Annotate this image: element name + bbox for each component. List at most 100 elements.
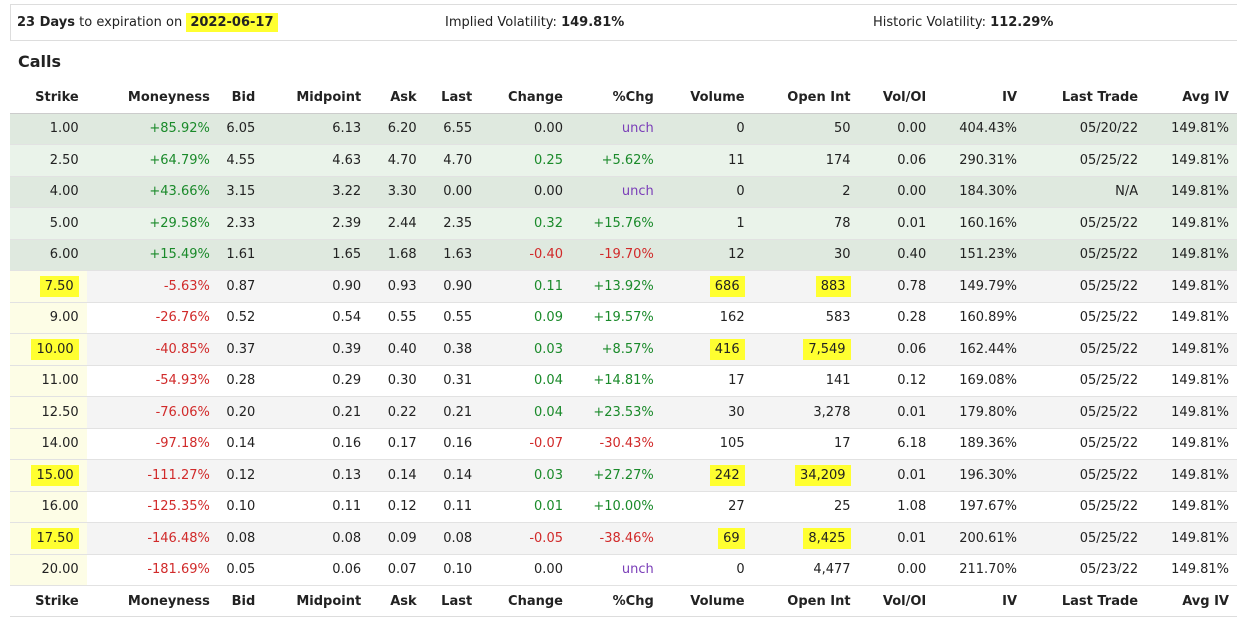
midpoint-cell: 0.08	[263, 522, 370, 554]
change-cell: 0.04	[480, 396, 571, 428]
midpoint-cell: 0.39	[263, 333, 370, 365]
change-cell: -0.40	[480, 239, 571, 271]
volume-cell: 162	[661, 302, 753, 334]
column-header[interactable]: Vol/OI	[882, 593, 927, 609]
last-trade-cell: 05/20/22	[1025, 113, 1147, 145]
change-cell: 0.01	[480, 491, 571, 523]
option-row: 20.00 -181.69% 0.05 0.06 0.07 0.10 0.00 unch 0 4,…	[10, 554, 1237, 586]
highlight: 7,549	[803, 338, 851, 360]
column-header[interactable]: Vol/OI	[882, 89, 927, 105]
highlight: 686	[709, 275, 745, 297]
last-trade-cell: 05/25/22	[1025, 207, 1147, 239]
strike-cell: 20.00	[10, 554, 87, 586]
column-header[interactable]: Change	[508, 89, 563, 105]
midpoint-cell: 0.54	[263, 302, 370, 334]
iv-cell: 189.36%	[934, 428, 1026, 460]
expiration-text: to expiration on	[79, 15, 183, 30]
ask-cell: 0.14	[369, 459, 425, 491]
change-cell: 0.25	[480, 144, 571, 176]
bid-cell: 0.10	[217, 491, 264, 523]
moneyness-cell: +64.79%	[86, 144, 218, 176]
column-header[interactable]: Strike	[35, 593, 79, 609]
bid-cell: 4.55	[217, 144, 264, 176]
column-header[interactable]: %Chg	[612, 593, 654, 609]
midpoint-cell: 0.21	[263, 396, 370, 428]
change-cell: 0.11	[480, 270, 571, 302]
avg-iv-cell: 149.81%	[1146, 207, 1237, 239]
historic-volatility: Historic Volatility: 112.29%	[873, 15, 1053, 30]
column-header[interactable]: Last	[441, 593, 473, 609]
iv-cell: 290.31%	[934, 144, 1026, 176]
column-header[interactable]: Open Int	[787, 593, 851, 609]
option-row: 17.50 -146.48% 0.08 0.08 0.09 0.08 -0.05 -38.46…	[10, 522, 1237, 554]
option-row: 4.00 +43.66% 3.15 3.22 3.30 0.00 0.00 unch 0 2 0.0…	[10, 176, 1237, 208]
column-header[interactable]: Volume	[690, 89, 745, 105]
change-cell: 0.00	[480, 176, 571, 208]
iv-cell: 160.16%	[934, 207, 1026, 239]
iv-cell: 196.30%	[934, 459, 1026, 491]
column-header[interactable]: Ask	[390, 89, 417, 105]
column-header[interactable]: Midpoint	[296, 89, 362, 105]
column-header[interactable]: Change	[508, 593, 563, 609]
column-header[interactable]: Bid	[231, 593, 256, 609]
last-cell: 0.16	[424, 428, 481, 460]
option-row: 6.00 +15.49% 1.61 1.65 1.68 1.63 -0.40 -19.70% 1…	[10, 239, 1237, 271]
strike-cell: 11.00	[10, 365, 87, 397]
column-header[interactable]: Last Trade	[1061, 593, 1139, 609]
column-header[interactable]: Bid	[231, 89, 256, 105]
column-header[interactable]: Moneyness	[127, 89, 210, 105]
vol-oi-cell: 0.06	[858, 144, 935, 176]
avg-iv-cell: 149.81%	[1146, 522, 1237, 554]
iv-value: 149.81%	[561, 15, 625, 30]
open-interest-cell: 34,209	[752, 459, 859, 491]
last-trade-cell: 05/25/22	[1025, 428, 1147, 460]
last-trade-cell: 05/25/22	[1025, 302, 1147, 334]
midpoint-cell: 3.22	[263, 176, 370, 208]
column-header[interactable]: Volume	[690, 593, 745, 609]
column-header[interactable]: Midpoint	[296, 593, 362, 609]
column-header[interactable]: IV	[1002, 593, 1018, 609]
column-header[interactable]: Strike	[35, 89, 79, 105]
open-interest-cell: 4,477	[752, 554, 859, 586]
pct-change-cell: +19.57%	[570, 302, 662, 334]
iv-cell: 160.89%	[934, 302, 1026, 334]
option-row: 14.00 -97.18% 0.14 0.16 0.17 0.16 -0.07 -30.43%…	[10, 428, 1237, 460]
implied-volatility: Implied Volatility: 149.81%	[445, 15, 624, 30]
pct-change-cell: -19.70%	[570, 239, 662, 271]
ask-cell: 0.07	[369, 554, 425, 586]
column-header[interactable]: Open Int	[787, 89, 851, 105]
midpoint-cell: 0.16	[263, 428, 370, 460]
highlight: 416	[709, 338, 745, 360]
moneyness-cell: +29.58%	[86, 207, 218, 239]
header-row: Strike Moneyness Bid Midpoint Ask Last Change%…	[10, 82, 1237, 113]
hv-label: Historic Volatility:	[873, 15, 987, 30]
column-header[interactable]: Moneyness	[127, 593, 210, 609]
column-header[interactable]: Last Trade	[1061, 89, 1139, 105]
column-header[interactable]: Avg IV	[1182, 593, 1229, 609]
moneyness-cell: +15.49%	[86, 239, 218, 271]
days-to-expiration: 23 Days	[17, 15, 75, 30]
midpoint-cell: 0.06	[263, 554, 370, 586]
volume-cell: 27	[661, 491, 753, 523]
moneyness-cell: -125.35%	[86, 491, 218, 523]
ask-cell: 0.22	[369, 396, 425, 428]
midpoint-cell: 0.11	[263, 491, 370, 523]
column-header[interactable]: IV	[1002, 89, 1018, 105]
ask-cell: 0.40	[369, 333, 425, 365]
column-header[interactable]: Avg IV	[1182, 89, 1229, 105]
vol-oi-cell: 0.78	[858, 270, 935, 302]
column-header[interactable]: Ask	[390, 593, 417, 609]
strike-cell: 6.00	[10, 239, 87, 271]
expiration-info: 23 Days to expiration on 2022-06-17	[17, 13, 278, 32]
volume-cell: 17	[661, 365, 753, 397]
options-table: Strike Moneyness Bid Midpoint Ask Last Change%…	[10, 82, 1237, 617]
column-header[interactable]: %Chg	[612, 89, 654, 105]
column-header[interactable]: Last	[441, 89, 473, 105]
last-cell: 0.08	[424, 522, 481, 554]
volume-cell: 12	[661, 239, 753, 271]
last-cell: 6.55	[424, 113, 481, 145]
ask-cell: 0.30	[369, 365, 425, 397]
strike-cell: 17.50	[10, 522, 87, 554]
highlight: 34,209	[795, 464, 851, 486]
